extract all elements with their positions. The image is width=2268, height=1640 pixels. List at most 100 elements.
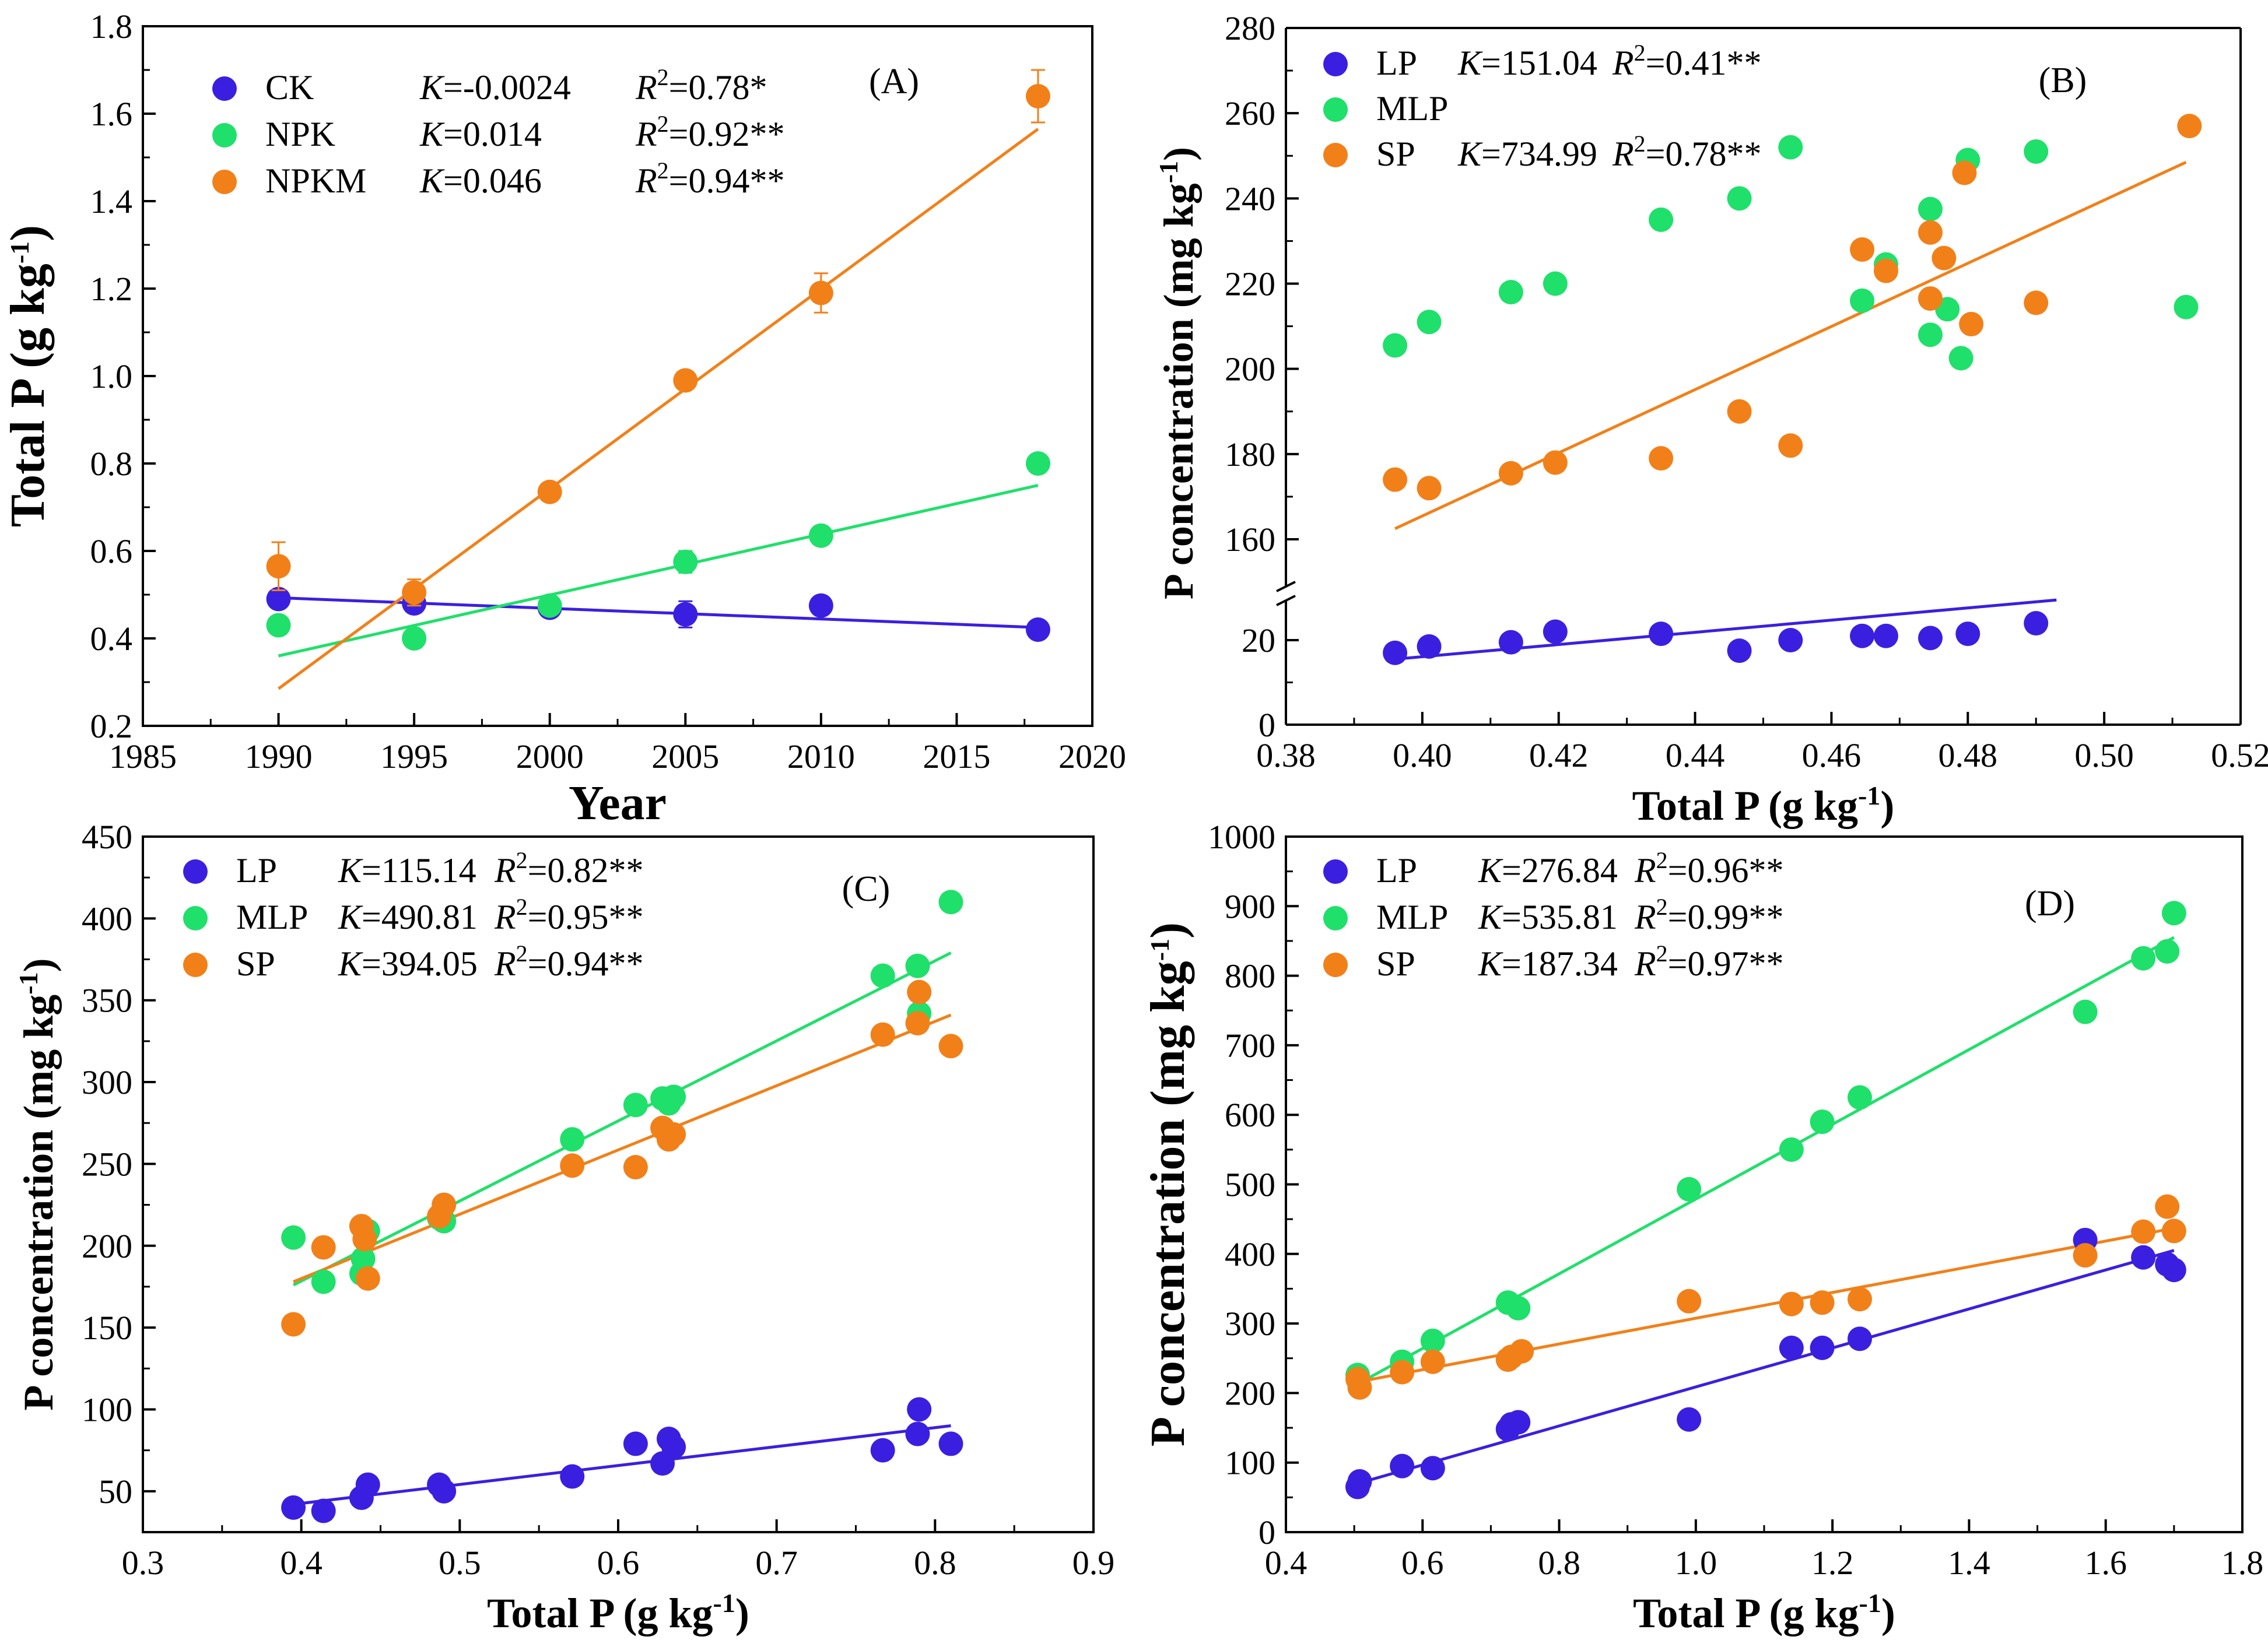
legend-marker-lp xyxy=(1323,52,1348,76)
data-point-sp xyxy=(1873,258,1898,283)
data-point-lp xyxy=(1506,1410,1531,1435)
x-tick-label: 0.7 xyxy=(755,1544,798,1582)
fit-line-mlp xyxy=(292,951,952,1287)
y-axis-title-sup: -1 xyxy=(5,241,34,264)
data-point-ck xyxy=(673,602,698,627)
data-point-mlp xyxy=(350,1246,376,1272)
slope-value: =0.014 xyxy=(443,115,542,153)
legend-r2-npk: R2=0.92** xyxy=(635,111,785,153)
data-point-sp xyxy=(938,1034,963,1059)
data-point-lp xyxy=(623,1431,648,1456)
x-tick-label: 2020 xyxy=(1058,738,1126,775)
data-point-mlp xyxy=(1779,1137,1804,1162)
x-tick-label: 2015 xyxy=(923,738,990,775)
data-point-lp xyxy=(1779,1335,1804,1360)
y-tick-label: 280 xyxy=(1225,9,1275,47)
data-point-mlp xyxy=(560,1127,585,1152)
data-point-sp xyxy=(355,1266,380,1291)
data-point-sp xyxy=(432,1192,457,1217)
x-tick-label: 0.46 xyxy=(1802,736,1862,774)
y-tick-label: 300 xyxy=(1225,1305,1275,1343)
panel-c: 0.3 0.4 0.5 0.6 0.7 0.8 0.9 50 100 150 200 250 300 35… xyxy=(13,818,1114,1637)
data-point-sp xyxy=(1417,476,1442,501)
legend-marker-sp xyxy=(1323,953,1348,977)
x-tick-label: 0.4 xyxy=(1265,1544,1307,1582)
data-point-mlp xyxy=(905,953,930,978)
data-point-lp xyxy=(2161,1258,2186,1283)
r2-sup: 2 xyxy=(657,157,669,184)
data-point-lp xyxy=(1850,623,1875,648)
data-point-lp xyxy=(432,1479,457,1504)
r2-sup: 2 xyxy=(516,847,528,873)
data-point-sp xyxy=(1727,399,1752,424)
y-axis-title-sup: -1 xyxy=(13,972,43,994)
slope-value: =535.81 xyxy=(1502,898,1618,936)
slope-value: =734.99 xyxy=(1481,135,1597,173)
legend-marker-npkm xyxy=(212,170,237,194)
legend-slope-npkm: K=0.046 xyxy=(419,161,542,200)
y-tick-label: 500 xyxy=(1225,1166,1275,1204)
slope-symbol: K xyxy=(1457,44,1483,82)
data-point-lp xyxy=(1383,640,1408,665)
x-axis-title: Year xyxy=(569,776,667,830)
y-tick-label: 250 xyxy=(82,1145,132,1183)
data-point-lp xyxy=(1390,1453,1415,1479)
data-point-lp xyxy=(1727,638,1752,663)
data-point-lp xyxy=(870,1438,895,1463)
panel-b: 0.38 0.40 0.42 0.44 0.46 0.48 0.50 0.52 0 20 160 18… xyxy=(1154,9,2268,829)
legend-r2-mlp: R2=0.99** xyxy=(1634,894,1784,936)
fit-line-npk xyxy=(278,484,1039,658)
legend-marker-npk xyxy=(212,123,237,148)
panel-label: (A) xyxy=(869,62,919,101)
data-point-mlp xyxy=(1677,1177,1702,1202)
x-tick-label: 0.52 xyxy=(2211,736,2268,774)
legend-slope-lp: K=115.14 xyxy=(338,851,476,890)
r2-sup: 2 xyxy=(1634,131,1646,157)
data-point-lp xyxy=(1848,1326,1872,1351)
x-tick-label: 0.8 xyxy=(914,1544,956,1582)
data-point-sp xyxy=(905,1011,930,1036)
r2-value: =0.78** xyxy=(1646,135,1762,173)
legend-slope-sp: K=734.99 xyxy=(1457,135,1597,173)
r2-value: =0.82** xyxy=(528,851,644,890)
data-point-sp xyxy=(1498,461,1523,486)
y-tick-label: 450 xyxy=(82,818,132,856)
data-point-npk xyxy=(808,523,833,548)
data-point-sp xyxy=(311,1235,336,1260)
x-tick-label: 1995 xyxy=(380,738,448,775)
r2-value: =0.94** xyxy=(528,944,644,983)
legend-slope-sp: K=394.05 xyxy=(338,944,478,983)
slope-value: =276.84 xyxy=(1502,851,1618,890)
r2-symbol: R xyxy=(635,115,657,153)
data-point-mlp xyxy=(2161,901,2186,926)
x-tick-label: 2005 xyxy=(651,738,719,775)
y-axis-title-end: ) xyxy=(1,225,55,241)
y-axis-title-base: P concentration (mg kg xyxy=(1155,183,1202,599)
y-tick-label: 700 xyxy=(1225,1027,1275,1065)
data-point-lp xyxy=(1677,1407,1702,1432)
data-point-mlp xyxy=(2155,939,2180,964)
data-point-sp xyxy=(2073,1243,2098,1268)
panel-label: (C) xyxy=(842,869,891,909)
x-tick-label: 0.44 xyxy=(1666,736,1725,774)
data-point-sp xyxy=(1848,1287,1872,1312)
legend-r2-sp: R2=0.78** xyxy=(1612,131,1762,173)
data-point-sp xyxy=(1509,1339,1534,1364)
r2-value: =0.94** xyxy=(669,161,785,200)
y-axis-title-base: P concentration (mg kg xyxy=(15,995,62,1411)
data-point-mlp xyxy=(870,963,895,988)
legend-slope-ck: K=-0.0024 xyxy=(419,68,571,107)
y-axis-title-end: ) xyxy=(15,958,62,972)
data-point-npkm xyxy=(402,580,427,605)
slope-value: =115.14 xyxy=(362,851,476,890)
data-point-sp xyxy=(1952,160,1977,185)
y-tick-label: 200 xyxy=(1225,1374,1275,1412)
y-axis-title: P concentration (mg kg-1) xyxy=(1154,147,1202,599)
data-point-lp xyxy=(1417,634,1442,659)
data-point-ck xyxy=(808,593,833,618)
legend-label-sp: SP xyxy=(1376,135,1415,173)
data-point-lp xyxy=(560,1464,585,1489)
data-point-mlp xyxy=(1918,322,1943,347)
x-axis-title-end: ) xyxy=(1880,782,1894,829)
